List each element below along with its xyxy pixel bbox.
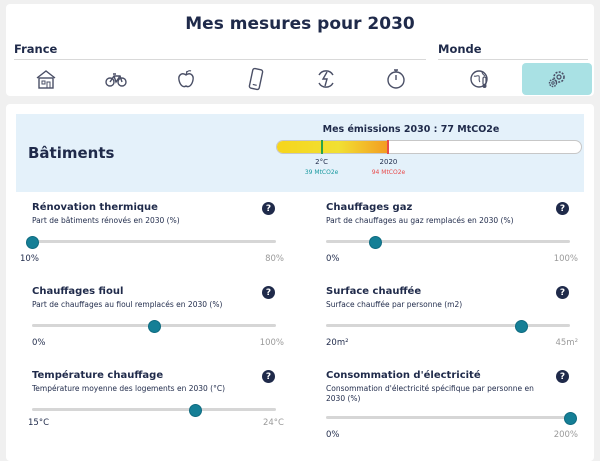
region-label-france: France xyxy=(14,42,58,56)
measure-subtitle: Part de chauffages au fioul remplacés en… xyxy=(32,300,223,309)
slider-max: 24°C xyxy=(262,418,284,428)
marker-2020-label: 2020 xyxy=(379,158,398,166)
slider-handle[interactable] xyxy=(26,236,39,249)
emissions-bar xyxy=(276,140,582,154)
region-label-monde: Monde xyxy=(438,42,482,56)
slider-max: 100% xyxy=(553,254,578,264)
tab-monde-climat[interactable] xyxy=(450,63,510,95)
stopwatch-icon xyxy=(387,69,405,89)
region-divider xyxy=(14,59,426,60)
slider-track[interactable] xyxy=(326,324,570,327)
tab-numerique[interactable] xyxy=(226,63,286,95)
tab-batiments[interactable] xyxy=(16,63,76,95)
slider-track[interactable] xyxy=(326,240,570,243)
measure-title: Chauffages fioul xyxy=(32,286,124,297)
slider-handle[interactable] xyxy=(564,412,577,425)
sector-title: Bâtiments xyxy=(28,144,115,162)
region-divider xyxy=(438,59,588,60)
measure-renovation: Rénovation thermique Part de bâtiments r… xyxy=(20,202,290,284)
measure-title: Température chauffage xyxy=(32,370,164,381)
slider-handle[interactable] xyxy=(148,320,161,333)
emissions-label: Mes émissions 2030 : 77 MtCO2e xyxy=(322,124,500,135)
energy-icon xyxy=(318,70,334,88)
slider-track[interactable] xyxy=(32,408,276,411)
slider-max: 100% xyxy=(259,338,284,348)
tab-alimentation[interactable] xyxy=(156,63,216,95)
measure-title: Chauffages gaz xyxy=(326,202,413,213)
house-icon xyxy=(36,70,56,89)
measure-chauffages-gaz: Chauffages gaz Part de chauffages au gaz… xyxy=(314,202,584,284)
slider-min: 10% xyxy=(20,254,39,264)
slider-track[interactable] xyxy=(32,240,276,243)
slider-max: 80% xyxy=(265,254,284,264)
help-icon[interactable]: ? xyxy=(262,202,275,215)
marker-2c-line xyxy=(320,140,323,154)
page-title: Mes mesures pour 2030 xyxy=(185,14,415,34)
measure-subtitle: Surface chauffée par personne (m2) xyxy=(326,300,463,309)
slider-min: 0% xyxy=(32,338,46,348)
measure-title: Surface chauffée xyxy=(326,286,422,297)
measure-surface-chauffee: Surface chauffée Surface chauffée par pe… xyxy=(314,286,584,368)
help-icon[interactable]: ? xyxy=(556,370,569,383)
slider-handle[interactable] xyxy=(368,236,382,249)
help-icon[interactable]: ? xyxy=(262,286,275,299)
help-icon[interactable]: ? xyxy=(556,286,569,299)
help-icon[interactable]: ? xyxy=(556,202,569,215)
apple-icon xyxy=(178,70,194,88)
marker-2c-value: 39 MtCO2e xyxy=(304,169,339,176)
marker-2020-line xyxy=(387,140,390,154)
bicycle-icon xyxy=(105,73,127,87)
measure-chauffages-fioul: Chauffages fioul Part de chauffages au f… xyxy=(20,286,290,368)
measure-subtitle: Température moyenne des logements en 203… xyxy=(32,384,226,393)
slider-track[interactable] xyxy=(326,416,570,419)
sector-panel: Bâtiments Mes émissions 2030 : 77 MtCO2e… xyxy=(6,104,594,461)
measure-subtitle: Part de bâtiments rénovés en 2030 (%) xyxy=(32,216,180,225)
slider-min: 15°C xyxy=(28,418,50,428)
sector-header: Bâtiments Mes émissions 2030 : 77 MtCO2e… xyxy=(16,114,584,192)
tab-transport[interactable] xyxy=(86,63,146,95)
slider-max: 45m² xyxy=(555,338,578,348)
slider-min: 0% xyxy=(326,430,340,440)
slider-handle[interactable] xyxy=(515,320,529,333)
tab-energie[interactable] xyxy=(296,63,356,95)
slider-handle[interactable] xyxy=(189,404,203,417)
marker-2c-label: 2°C xyxy=(315,158,329,166)
gears-icon xyxy=(548,71,565,88)
measure-title: Rénovation thermique xyxy=(32,202,158,213)
globe-thermometer-icon xyxy=(470,70,488,88)
tab-temps[interactable] xyxy=(366,63,426,95)
slider-max: 200% xyxy=(553,430,578,440)
measure-electricite: Consommation d'électricité Consommation … xyxy=(314,370,584,452)
tab-parametres[interactable] xyxy=(522,63,592,95)
slider-min: 0% xyxy=(326,254,340,264)
measure-subtitle: Consommation d'électricité spécifique pa… xyxy=(326,384,534,403)
measures-header: Mes mesures pour 2030 France Monde xyxy=(6,4,594,96)
measure-title: Consommation d'électricité xyxy=(326,370,481,381)
slider-min: 20m² xyxy=(326,338,349,348)
help-icon[interactable]: ? xyxy=(262,370,275,383)
marker-2020-value: 94 MtCO2e xyxy=(371,169,406,176)
smartphone-icon xyxy=(248,67,264,91)
measure-subtitle: Part de chauffages au gaz remplacés en 2… xyxy=(326,216,514,225)
measure-temperature: Température chauffage Température moyenn… xyxy=(20,370,290,452)
emissions-bar-fill xyxy=(277,141,390,153)
